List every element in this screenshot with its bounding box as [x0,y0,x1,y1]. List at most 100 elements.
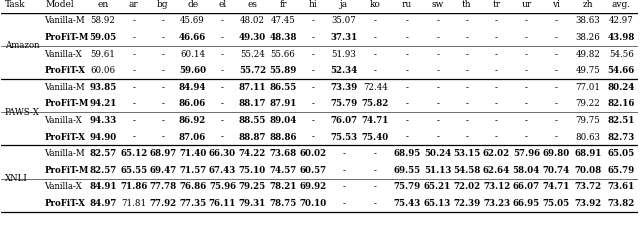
Text: -: - [525,16,528,25]
Text: -: - [161,66,164,75]
Text: -: - [374,182,377,191]
Text: 65.13: 65.13 [424,199,451,208]
Text: 45.69: 45.69 [180,16,205,25]
Text: ru: ru [402,0,412,9]
Text: -: - [221,133,224,142]
Text: fr: fr [279,0,287,9]
Text: 38.63: 38.63 [575,16,600,25]
Text: -: - [436,133,439,142]
Text: 55.89: 55.89 [269,66,297,75]
Text: -: - [436,33,439,42]
Text: -: - [374,149,377,158]
Text: 70.08: 70.08 [574,166,602,175]
Text: -: - [161,99,164,108]
Text: -: - [132,99,135,108]
Text: Amazon: Amazon [4,41,39,50]
Text: 71.40: 71.40 [179,149,206,158]
Text: -: - [495,116,498,125]
Text: 88.17: 88.17 [239,99,266,108]
Text: -: - [342,149,345,158]
Text: ProFiT-X: ProFiT-X [44,133,85,142]
Text: 55.66: 55.66 [271,50,296,59]
Text: tr: tr [492,0,500,9]
Text: 69.92: 69.92 [300,182,326,191]
Text: -: - [436,16,439,25]
Text: PAWS-X: PAWS-X [4,108,40,117]
Text: -: - [406,133,408,142]
Text: -: - [312,99,314,108]
Text: -: - [495,83,498,92]
Text: bg: bg [157,0,168,9]
Text: 75.79: 75.79 [394,182,420,191]
Text: -: - [495,66,498,75]
Text: 87.11: 87.11 [239,83,266,92]
Text: 71.57: 71.57 [179,166,206,175]
Text: -: - [465,99,468,108]
Text: 79.25: 79.25 [239,182,266,191]
Text: 65.05: 65.05 [607,149,635,158]
Text: zh: zh [582,0,593,9]
Text: -: - [495,133,498,142]
Text: ProFiT-X: ProFiT-X [44,66,85,75]
Text: es: es [248,0,257,9]
Text: ProFiT-M: ProFiT-M [44,166,89,175]
Text: 94.33: 94.33 [90,116,116,125]
Text: ko: ko [370,0,381,9]
Text: 52.34: 52.34 [330,66,357,75]
Text: 73.23: 73.23 [483,199,510,208]
Text: -: - [495,16,498,25]
Text: -: - [221,50,224,59]
Text: -: - [406,33,408,42]
Text: 73.82: 73.82 [607,199,635,208]
Text: 86.06: 86.06 [179,99,206,108]
Text: 37.31: 37.31 [330,33,357,42]
Text: 82.57: 82.57 [90,149,116,158]
Text: 88.55: 88.55 [239,116,266,125]
Text: 66.95: 66.95 [513,199,540,208]
Text: 70.10: 70.10 [300,199,326,208]
Text: 62.64: 62.64 [483,166,510,175]
Text: 46.66: 46.66 [179,33,206,42]
Text: 47.45: 47.45 [271,16,296,25]
Text: 66.07: 66.07 [513,182,540,191]
Text: -: - [221,66,224,75]
Text: -: - [525,83,528,92]
Text: 75.82: 75.82 [362,99,389,108]
Text: 75.96: 75.96 [209,182,236,191]
Text: -: - [374,166,377,175]
Text: 79.75: 79.75 [575,116,600,125]
Text: 82.51: 82.51 [607,116,635,125]
Text: 75.40: 75.40 [362,133,389,142]
Text: 75.43: 75.43 [393,199,420,208]
Text: 73.39: 73.39 [330,83,357,92]
Text: 65.55: 65.55 [120,166,147,175]
Text: -: - [406,116,408,125]
Text: 60.57: 60.57 [300,166,326,175]
Text: sw: sw [431,0,444,9]
Text: 94.90: 94.90 [90,133,116,142]
Text: 84.91: 84.91 [89,182,116,191]
Text: -: - [132,116,135,125]
Text: de: de [187,0,198,9]
Text: -: - [436,99,439,108]
Text: -: - [221,33,224,42]
Text: -: - [555,99,557,108]
Text: -: - [221,16,224,25]
Text: 69.55: 69.55 [394,166,420,175]
Text: -: - [406,99,408,108]
Text: -: - [525,50,528,59]
Text: 87.91: 87.91 [269,99,297,108]
Text: -: - [555,16,557,25]
Text: Vanilla-M: Vanilla-M [44,16,85,25]
Text: -: - [221,83,224,92]
Text: -: - [342,182,345,191]
Text: -: - [132,66,135,75]
Text: -: - [555,116,557,125]
Text: 75.10: 75.10 [239,166,266,175]
Text: -: - [555,83,557,92]
Text: Model: Model [45,0,74,9]
Text: -: - [465,83,468,92]
Text: avg.: avg. [612,0,630,9]
Text: 49.82: 49.82 [575,50,600,59]
Text: 73.61: 73.61 [607,182,635,191]
